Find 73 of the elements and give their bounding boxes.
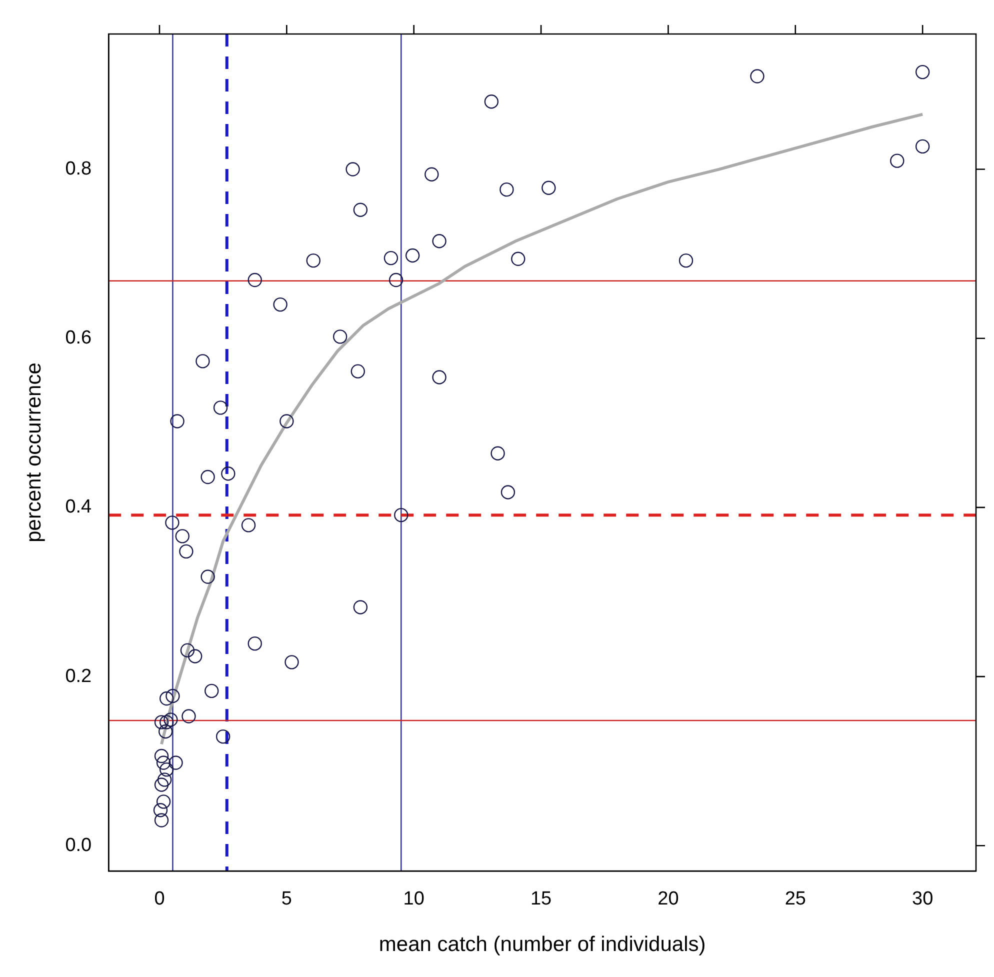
point [221, 466, 236, 481]
point [166, 688, 180, 704]
point [915, 139, 930, 154]
point [248, 636, 262, 651]
x-tick-label: 0 [154, 888, 165, 910]
point [154, 813, 169, 828]
y-tick-label: 0.4 [65, 496, 92, 518]
point [890, 154, 904, 168]
point [160, 762, 174, 777]
point [154, 778, 169, 792]
point [160, 715, 174, 730]
x-tick-label: 30 [912, 888, 934, 910]
point [432, 370, 446, 384]
point [511, 252, 526, 266]
point [170, 414, 184, 428]
point [424, 167, 439, 182]
point [204, 684, 219, 698]
point [500, 182, 514, 197]
point [160, 691, 174, 706]
point [154, 715, 169, 730]
x-tick-label: 20 [658, 888, 679, 910]
point [353, 202, 368, 217]
y-axis-title: percent occurrence [22, 362, 46, 542]
point [216, 729, 230, 744]
point [158, 724, 173, 739]
point [213, 400, 228, 415]
point [405, 248, 420, 263]
x-axis-title: mean catch (number of individuals) [378, 933, 706, 956]
point [915, 64, 930, 80]
y-tick-label: 0.2 [65, 666, 92, 687]
point [168, 756, 183, 770]
x-tick-label: 5 [281, 888, 292, 910]
point [165, 516, 180, 530]
point [284, 655, 299, 670]
x-tick-label: 25 [784, 888, 806, 910]
point [175, 529, 190, 544]
point [154, 748, 169, 764]
point [200, 470, 215, 484]
point [200, 570, 215, 584]
point [384, 250, 398, 266]
y-tick-label: 0.0 [65, 834, 92, 856]
point [350, 364, 365, 378]
point [332, 330, 348, 344]
point [241, 518, 256, 532]
point [248, 272, 262, 288]
point [353, 600, 368, 614]
y-tick-label: 0.8 [65, 158, 92, 180]
y-tick-label: 0.6 [65, 328, 92, 349]
point [156, 756, 171, 770]
point [346, 162, 360, 176]
point [156, 794, 171, 809]
point [164, 712, 178, 727]
point [196, 354, 210, 368]
point [394, 508, 408, 522]
point [484, 94, 499, 109]
x-tick-label: 10 [403, 888, 424, 910]
point [273, 297, 288, 312]
point [157, 772, 172, 787]
point [280, 414, 294, 428]
point [388, 272, 404, 288]
point [500, 485, 516, 500]
point [542, 180, 556, 195]
point [180, 643, 195, 658]
point [188, 649, 202, 664]
point [182, 709, 196, 724]
point [153, 803, 168, 818]
point [678, 253, 694, 268]
x-tick-label: 15 [530, 888, 552, 910]
point [750, 69, 764, 84]
point [179, 544, 194, 559]
point [432, 234, 446, 248]
point [306, 253, 320, 268]
point [490, 446, 505, 460]
